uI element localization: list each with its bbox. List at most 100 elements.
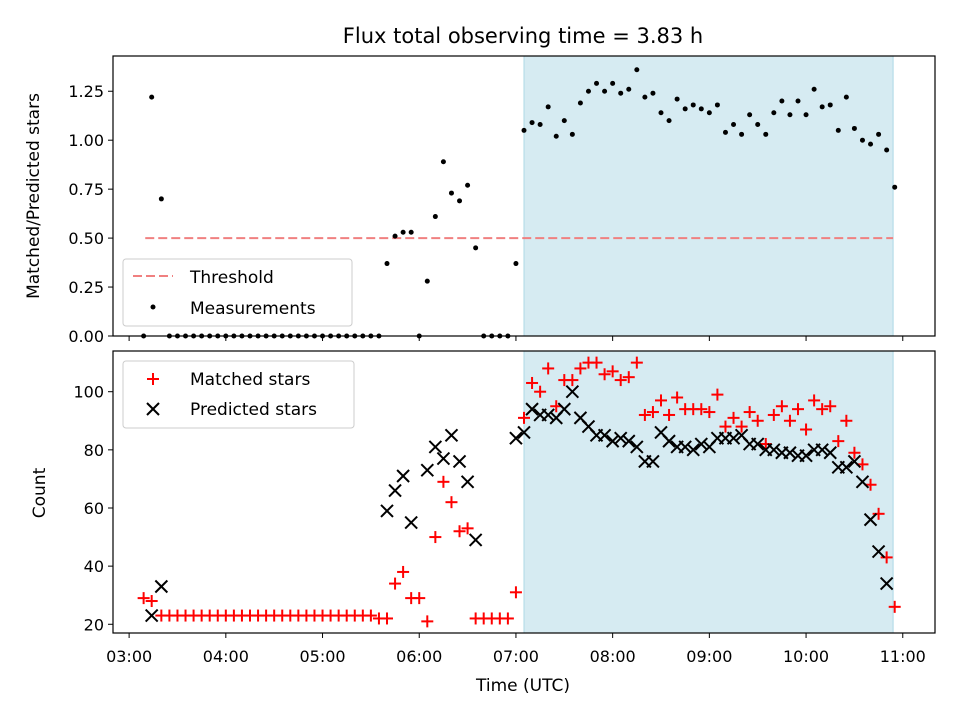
matched-point-65 <box>663 408 676 421</box>
y-tick-label-1-0: 20 <box>84 615 104 634</box>
matched-point-45 <box>501 612 514 625</box>
predicted-point-26 <box>613 431 628 445</box>
matched-point-83 <box>808 394 821 407</box>
measurement-point-76 <box>755 122 761 128</box>
measurement-point-79 <box>779 98 785 104</box>
predicted-point-0 <box>144 608 159 623</box>
measurement-point-83 <box>811 86 817 92</box>
predicted-point-27 <box>622 434 636 448</box>
matched-point-72 <box>719 420 732 433</box>
measurement-point-81 <box>795 98 801 104</box>
predicted-point-54 <box>839 460 854 474</box>
measurement-point-53 <box>569 131 575 137</box>
predicted-point-14 <box>517 425 531 440</box>
predicted-point-35 <box>686 443 700 457</box>
measurement-point-54 <box>577 100 583 106</box>
matched-point-54 <box>574 362 587 375</box>
predicted-point-8 <box>436 451 451 466</box>
matched-point-71 <box>711 388 724 401</box>
measurement-point-87 <box>843 94 849 100</box>
ratio-x-ticks <box>128 336 904 341</box>
predicted-point-59 <box>879 576 894 591</box>
matched-point-92 <box>880 551 893 564</box>
predicted-point-58 <box>871 544 886 559</box>
ratio-y-label: Matched/Predicted stars <box>24 93 44 299</box>
x-tick-label-8: 11:00 <box>880 647 926 666</box>
measurement-point-50 <box>545 104 551 110</box>
predicted-legend-swatch <box>146 402 160 416</box>
measurement-point-49 <box>537 122 543 128</box>
matched-stars-series <box>137 356 901 628</box>
matched-point-93 <box>888 600 901 613</box>
ratio-y-axis: 0.00 0.25 0.50 0.75 1.00 1.25 <box>68 82 113 346</box>
predicted-point-5 <box>404 515 418 530</box>
measurement-point-60 <box>626 86 632 92</box>
matched-point-78 <box>767 408 780 421</box>
matched-point-56 <box>590 356 603 369</box>
matched-point-76 <box>751 414 764 427</box>
predicted-point-10 <box>452 454 467 469</box>
predicted-point-45 <box>767 443 781 457</box>
predicted-point-47 <box>783 446 797 460</box>
measurement-point-33 <box>408 229 414 235</box>
x-tick-label-3: 06:00 <box>396 647 442 666</box>
y-tick-label-0-3: 0.75 <box>68 180 104 199</box>
measurement-point-66 <box>674 96 680 102</box>
measurement-point-39 <box>457 198 463 204</box>
matched-point-0 <box>137 592 150 605</box>
predicted-point-56 <box>855 475 870 489</box>
y-tick-label-0-5: 1.25 <box>68 82 104 101</box>
matched-point-77 <box>759 438 772 451</box>
matched-point-36 <box>429 531 442 544</box>
predicted-legend-label: Predicted stars <box>190 400 317 420</box>
matched-point-32 <box>397 565 410 578</box>
measurement-point-75 <box>747 112 753 118</box>
measurement-point-73 <box>731 122 737 128</box>
matched-point-46 <box>509 586 522 599</box>
matched-point-88 <box>848 446 861 459</box>
measurement-point-65 <box>666 118 672 124</box>
predicted-point-34 <box>678 440 692 454</box>
matched-point-73 <box>727 411 740 424</box>
matched-point-63 <box>646 406 659 419</box>
predicted-point-6 <box>420 463 435 477</box>
measurement-point-35 <box>424 278 430 284</box>
measurement-point-32 <box>400 229 406 235</box>
predicted-point-3 <box>388 483 402 498</box>
matched-point-87 <box>840 414 853 427</box>
x-tick-label-7: 10:00 <box>783 647 829 666</box>
measurement-point-70 <box>706 110 712 116</box>
measurement-point-46 <box>513 261 519 267</box>
measurement-point-71 <box>714 102 720 108</box>
predicted-point-12 <box>468 533 483 547</box>
measurements-series <box>141 67 898 339</box>
measurement-point-1 <box>149 94 155 100</box>
predicted-point-51 <box>815 443 829 457</box>
measurement-point-62 <box>642 94 648 100</box>
matched-point-38 <box>445 496 458 509</box>
y-tick-label-0-2: 0.50 <box>68 229 104 248</box>
matched-point-86 <box>832 435 845 448</box>
matched-point-30 <box>381 612 393 625</box>
matched-point-1 <box>145 595 158 608</box>
predicted-point-1 <box>154 579 169 594</box>
predicted-point-13 <box>509 431 523 445</box>
measurement-point-72 <box>722 129 728 135</box>
count-observing-window <box>523 350 894 634</box>
predicted-point-49 <box>799 448 813 463</box>
x-tick-label-0: 03:00 <box>106 647 152 666</box>
predicted-point-32 <box>662 434 676 448</box>
measurements-legend-label: Measurements <box>190 299 316 319</box>
predicted-stars-series <box>144 384 894 623</box>
predicted-point-43 <box>750 437 765 451</box>
matched-point-66 <box>671 391 684 404</box>
x-tick-label-5: 08:00 <box>590 647 636 666</box>
predicted-point-36 <box>694 437 709 451</box>
matched-point-80 <box>783 414 796 427</box>
predicted-point-52 <box>823 446 837 460</box>
measurement-point-64 <box>658 110 664 116</box>
count-y-axis: 20 40 60 80 100 <box>73 383 113 634</box>
predicted-point-24 <box>597 428 612 443</box>
count-x-axis: 03:00 04:00 05:00 06:00 07:00 08:00 09:00 10:00… <box>106 633 926 666</box>
predicted-point-20 <box>565 384 580 399</box>
